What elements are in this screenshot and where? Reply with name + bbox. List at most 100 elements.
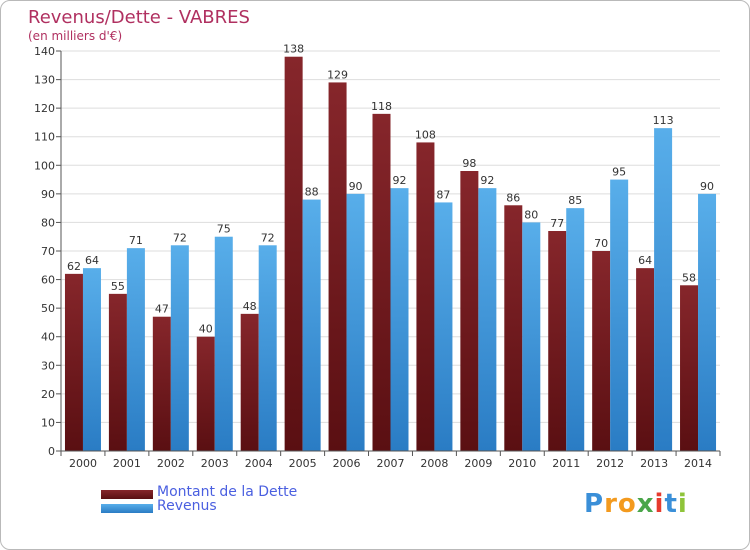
bar-dette bbox=[592, 251, 611, 451]
data-label: 129 bbox=[327, 68, 348, 81]
bar-revenus bbox=[258, 245, 277, 451]
x-tick-label: 2004 bbox=[245, 457, 273, 470]
x-tick-label: 2002 bbox=[157, 457, 185, 470]
y-tick-label: 70 bbox=[41, 245, 55, 258]
bar-dette bbox=[196, 336, 215, 451]
bar-dette bbox=[416, 142, 435, 451]
y-tick-label: 110 bbox=[34, 131, 55, 144]
data-label: 87 bbox=[436, 188, 450, 201]
bar-revenus bbox=[126, 248, 145, 451]
data-label: 58 bbox=[682, 271, 696, 284]
y-tick-label: 40 bbox=[41, 331, 55, 344]
labels-layer: 0 10 20 30 40 50 60 70 80 90 100 110 120 130 140 2000 62… bbox=[34, 43, 714, 470]
data-label: 86 bbox=[506, 191, 520, 204]
data-label: 92 bbox=[480, 174, 494, 187]
y-tick-label: 10 bbox=[41, 416, 55, 429]
bar-revenus bbox=[610, 179, 629, 452]
x-tick-label: 2003 bbox=[201, 457, 229, 470]
bar-revenus bbox=[214, 236, 233, 451]
logo-letter: t bbox=[664, 489, 678, 519]
chart-subtitle: (en milliers d'€) bbox=[28, 29, 123, 43]
data-label: 92 bbox=[393, 174, 407, 187]
data-label: 62 bbox=[67, 260, 81, 273]
bar-revenus bbox=[346, 193, 365, 451]
bar-revenus bbox=[522, 222, 541, 451]
legend-label-revenus: Revenus bbox=[157, 498, 217, 514]
bar-dette bbox=[240, 313, 259, 451]
bar-dette bbox=[504, 205, 523, 451]
x-tick-label: 2006 bbox=[333, 457, 361, 470]
data-label: 90 bbox=[700, 180, 714, 193]
bar-dette bbox=[64, 273, 83, 451]
y-tick-label: 30 bbox=[41, 359, 55, 372]
data-label: 75 bbox=[217, 223, 231, 236]
bars-layer bbox=[64, 56, 717, 452]
data-label: 71 bbox=[129, 234, 143, 247]
data-label: 85 bbox=[568, 194, 582, 207]
axis-layer bbox=[56, 50, 721, 456]
x-tick-label: 2007 bbox=[377, 457, 405, 470]
logo-letter: r bbox=[604, 489, 618, 519]
bar-dette bbox=[108, 293, 127, 451]
y-tick-label: 50 bbox=[41, 302, 55, 315]
y-tick-label: 120 bbox=[34, 102, 55, 115]
data-label: 113 bbox=[653, 114, 674, 127]
bar-dette bbox=[328, 82, 347, 451]
bar-dette bbox=[372, 113, 391, 451]
x-tick-label: 2008 bbox=[420, 457, 448, 470]
bar-revenus bbox=[390, 188, 409, 451]
logo-letter: P bbox=[584, 489, 605, 519]
x-tick-label: 2012 bbox=[596, 457, 624, 470]
bar-dette bbox=[152, 316, 171, 451]
y-tick-label: 80 bbox=[41, 216, 55, 229]
bar-revenus bbox=[434, 202, 453, 451]
x-tick-label: 2014 bbox=[684, 457, 712, 470]
data-label: 47 bbox=[155, 303, 169, 316]
legend-label-dette: Montant de la Dette bbox=[157, 484, 298, 500]
data-label: 118 bbox=[371, 100, 392, 113]
data-label: 72 bbox=[261, 231, 275, 244]
data-label: 77 bbox=[550, 217, 564, 230]
logo-letter: i bbox=[677, 489, 688, 519]
logo-letter: x bbox=[636, 489, 655, 519]
bar-revenus bbox=[698, 193, 717, 451]
bar-dette bbox=[636, 268, 655, 451]
data-label: 64 bbox=[638, 254, 652, 267]
data-label: 48 bbox=[243, 300, 257, 313]
y-tick-label: 0 bbox=[48, 445, 55, 458]
bar-dette bbox=[548, 231, 567, 451]
bar-revenus bbox=[478, 188, 497, 451]
y-tick-label: 130 bbox=[34, 74, 55, 87]
chart-title: Revenus/Dette - VABRES bbox=[28, 7, 250, 28]
data-label: 98 bbox=[462, 157, 476, 170]
bar-revenus bbox=[82, 268, 101, 451]
y-tick-label: 140 bbox=[34, 45, 55, 58]
x-tick-label: 2009 bbox=[464, 457, 492, 470]
data-label: 64 bbox=[85, 254, 99, 267]
data-label: 90 bbox=[349, 180, 363, 193]
x-tick-label: 2000 bbox=[69, 457, 97, 470]
y-tick-label: 90 bbox=[41, 188, 55, 201]
x-tick-label: 2011 bbox=[552, 457, 580, 470]
legend-swatch-dette bbox=[101, 490, 153, 499]
x-tick-label: 2001 bbox=[113, 457, 141, 470]
data-label: 95 bbox=[612, 166, 626, 179]
bar-revenus bbox=[566, 208, 585, 451]
y-tick-label: 60 bbox=[41, 274, 55, 287]
logo-letter: i bbox=[654, 489, 665, 519]
logo-letter: o bbox=[617, 489, 637, 519]
bar-dette bbox=[460, 171, 479, 451]
data-label: 80 bbox=[524, 208, 538, 221]
bar-revenus bbox=[302, 199, 321, 451]
data-label: 40 bbox=[199, 323, 213, 336]
y-tick-label: 20 bbox=[41, 388, 55, 401]
data-label: 55 bbox=[111, 280, 125, 293]
bar-dette bbox=[680, 285, 699, 451]
bar-dette bbox=[284, 56, 303, 451]
bar-revenus bbox=[170, 245, 189, 451]
proxiti-logo: Proxiti bbox=[584, 489, 688, 519]
legend-swatch-revenus bbox=[101, 504, 153, 513]
data-label: 70 bbox=[594, 237, 608, 250]
